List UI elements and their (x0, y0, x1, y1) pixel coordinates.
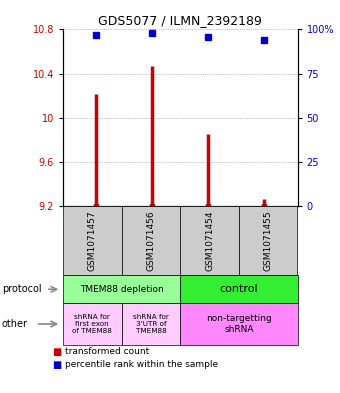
Text: other: other (2, 319, 28, 329)
Text: transformed count: transformed count (65, 347, 149, 356)
Text: TMEM88 depletion: TMEM88 depletion (80, 285, 164, 294)
Text: protocol: protocol (2, 284, 41, 294)
Text: control: control (220, 284, 258, 294)
Text: GSM1071457: GSM1071457 (88, 210, 97, 271)
Title: GDS5077 / ILMN_2392189: GDS5077 / ILMN_2392189 (98, 14, 262, 27)
Text: GSM1071456: GSM1071456 (147, 210, 155, 271)
Text: non-targetting
shRNA: non-targetting shRNA (206, 314, 272, 334)
Text: shRNA for
3'UTR of
TMEM88: shRNA for 3'UTR of TMEM88 (133, 314, 169, 334)
Text: shRNA for
first exon
of TMEM88: shRNA for first exon of TMEM88 (72, 314, 112, 334)
Text: percentile rank within the sample: percentile rank within the sample (65, 360, 218, 369)
Text: GSM1071455: GSM1071455 (264, 210, 273, 271)
Text: ■: ■ (52, 347, 61, 357)
Text: GSM1071454: GSM1071454 (205, 211, 214, 271)
Text: ■: ■ (52, 360, 61, 369)
